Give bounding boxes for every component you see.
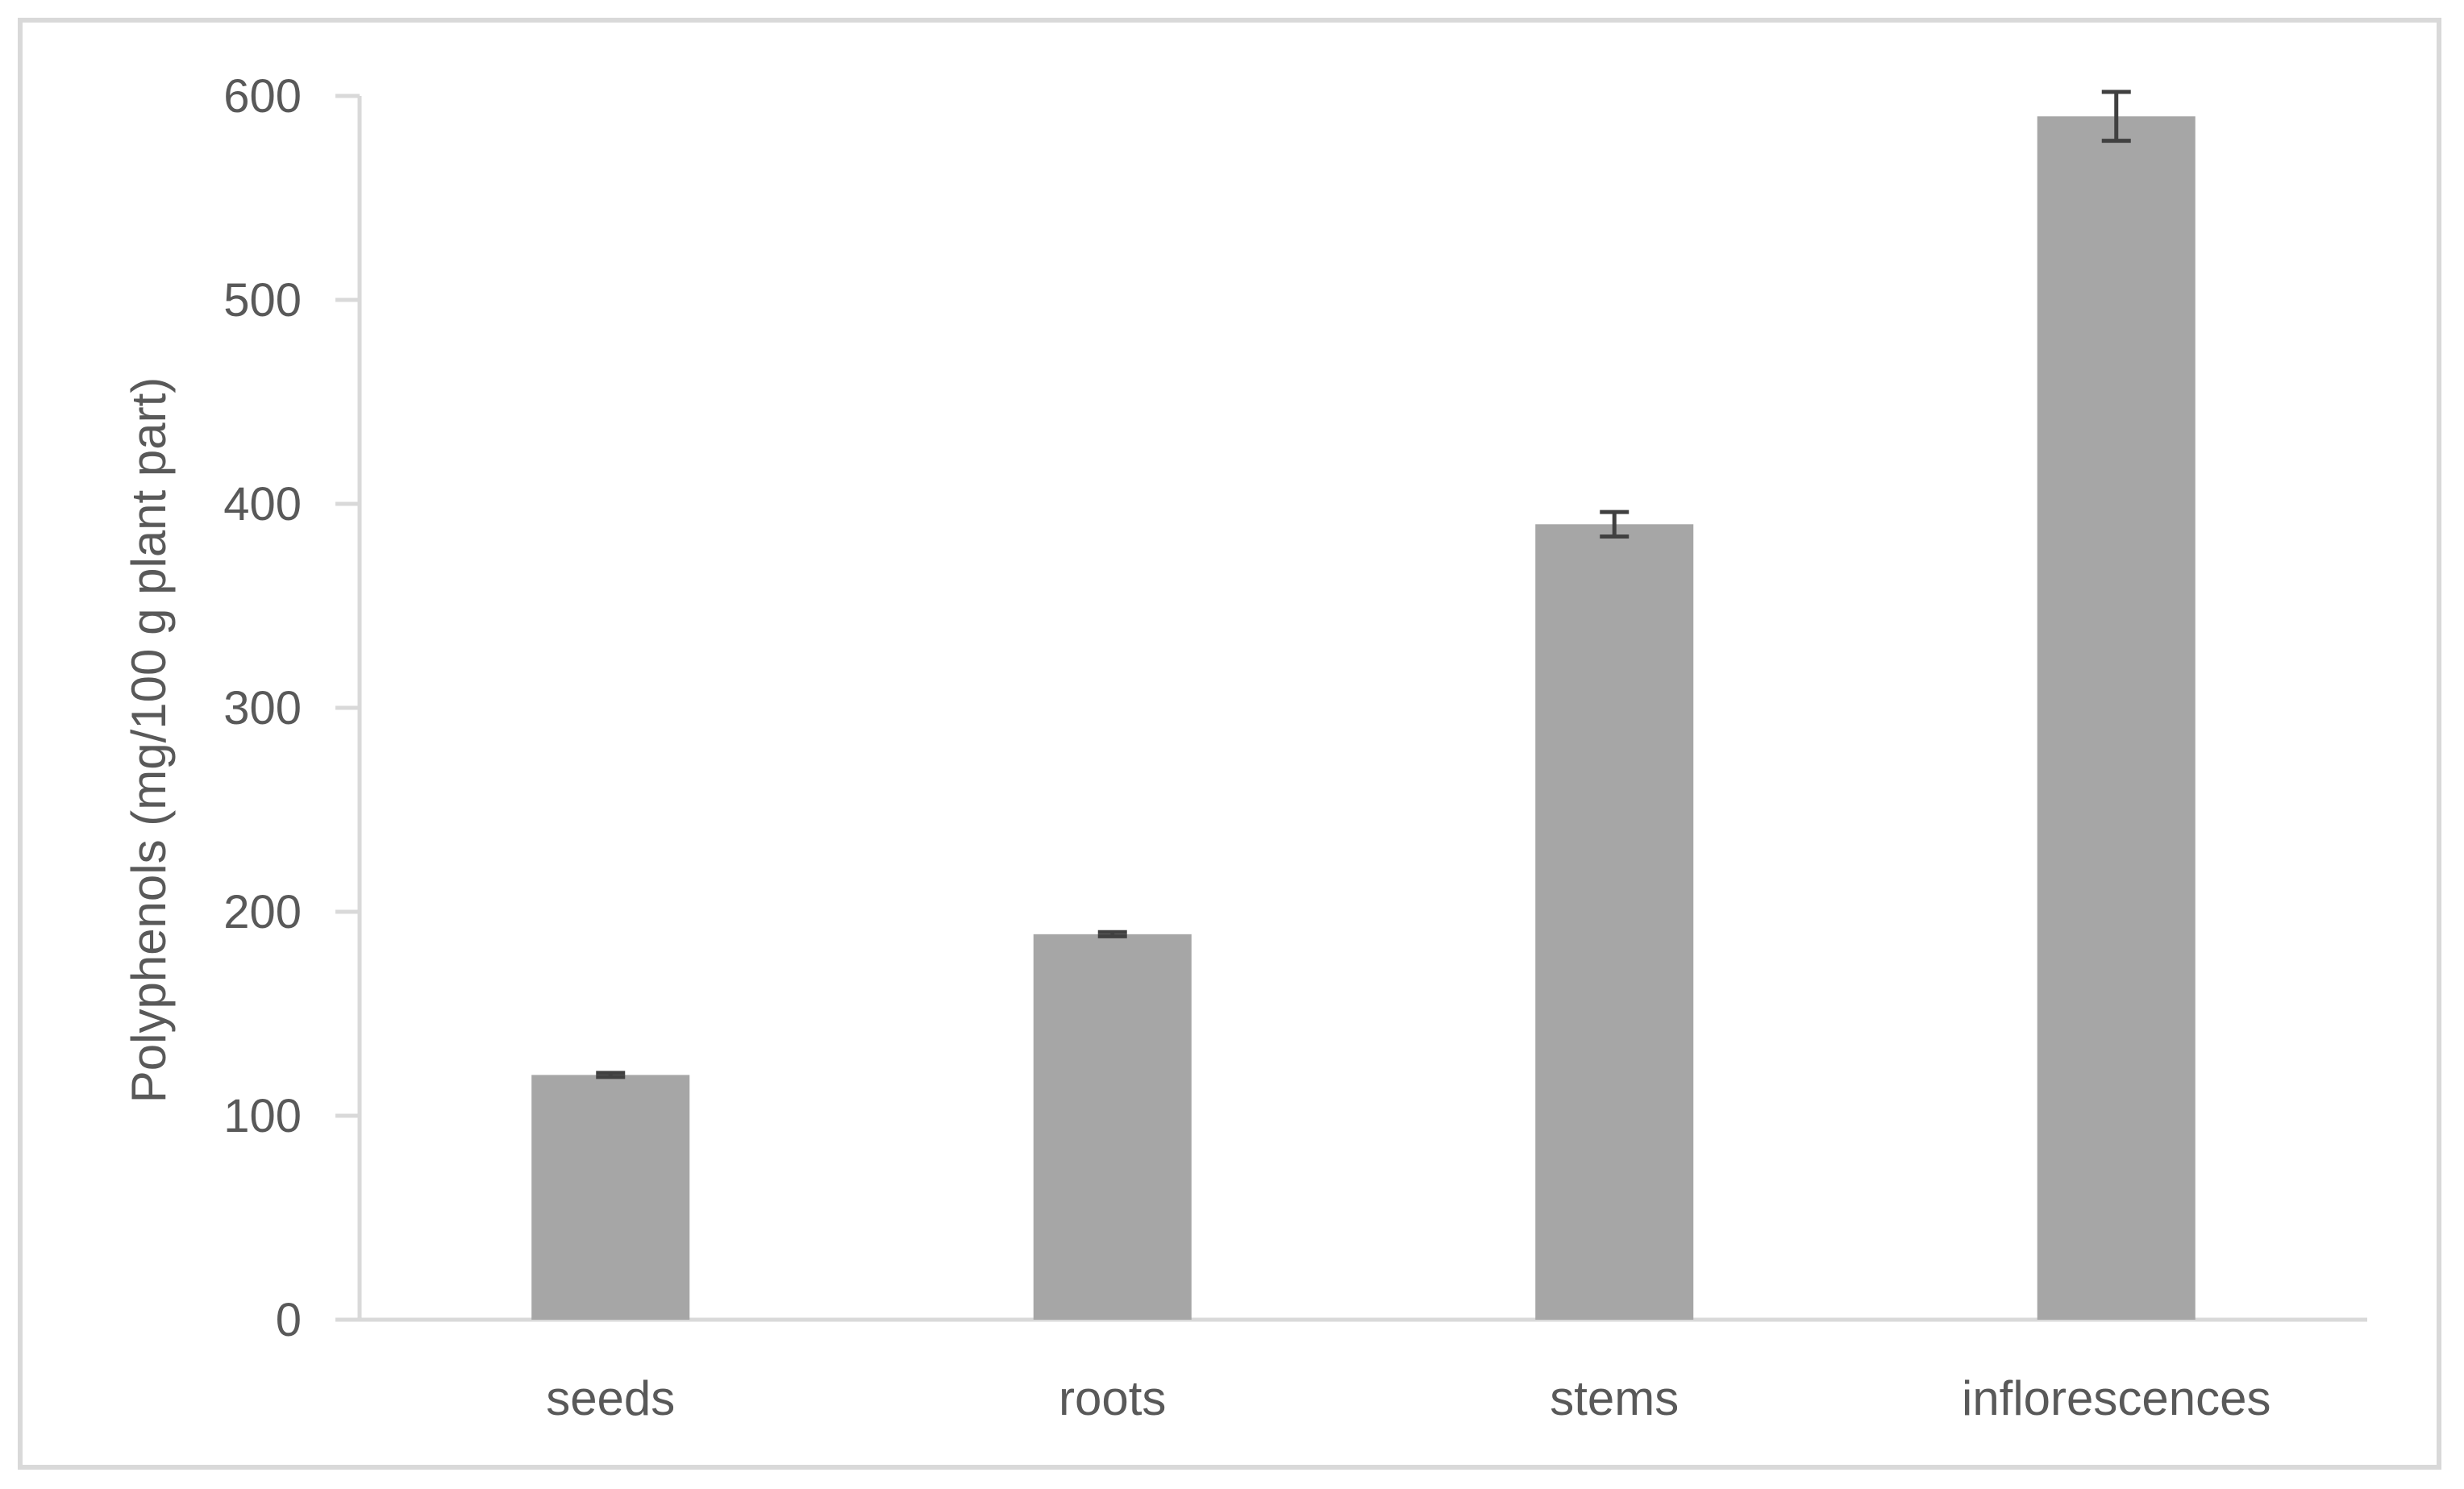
x-axis-tick-labels: seeds roots stems inflorescences: [546, 1371, 2270, 1425]
bar-seeds: [531, 1075, 690, 1320]
y-axis-ticks: 0 100 200 300 400 500 600: [223, 70, 360, 1346]
y-tick-label: 0: [276, 1294, 302, 1346]
error-bar-stems: [1600, 510, 1629, 539]
x-tick-label-inflorescences: inflorescences: [1962, 1371, 2271, 1425]
y-tick-label: 300: [223, 682, 302, 734]
bar-roots: [1033, 934, 1192, 1320]
y-tick-label: 100: [223, 1090, 302, 1142]
bar-stems: [1535, 524, 1694, 1320]
x-tick-label-stems: stems: [1550, 1371, 1679, 1425]
y-tick-label: 600: [223, 70, 302, 123]
error-bars: [596, 89, 2131, 1079]
error-bar-inflorescences: [2101, 89, 2131, 143]
bar-inflorescences: [2037, 116, 2196, 1320]
y-tick-label: 500: [223, 274, 302, 326]
error-bar-seeds: [596, 1071, 626, 1079]
x-tick-label-seeds: seeds: [546, 1371, 675, 1425]
x-tick-label-roots: roots: [1059, 1371, 1166, 1425]
error-bar-roots: [1097, 930, 1127, 938]
y-tick-label: 200: [223, 886, 302, 938]
bars: [531, 116, 2196, 1320]
y-tick-label: 400: [223, 478, 302, 530]
y-axis-title: Polyphenols (mg/100 g plant part): [122, 377, 176, 1104]
